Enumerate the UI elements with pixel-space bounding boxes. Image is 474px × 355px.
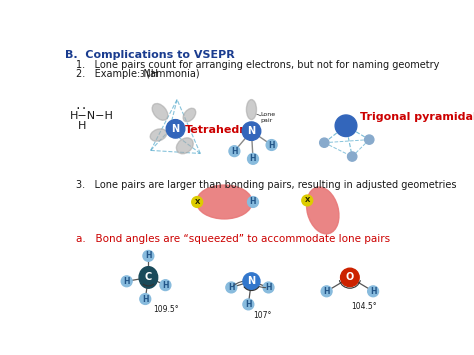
Circle shape: [226, 282, 237, 293]
Text: 109.5°: 109.5°: [153, 305, 179, 314]
Ellipse shape: [307, 187, 339, 234]
Circle shape: [302, 195, 313, 206]
Text: 3: 3: [140, 70, 145, 79]
Text: (ammonia): (ammonia): [143, 69, 200, 79]
Circle shape: [121, 276, 132, 287]
Ellipse shape: [176, 138, 193, 154]
Circle shape: [263, 282, 274, 293]
Ellipse shape: [139, 267, 158, 288]
Ellipse shape: [150, 129, 167, 141]
Ellipse shape: [183, 108, 196, 122]
Text: 107°: 107°: [253, 311, 272, 320]
Ellipse shape: [196, 185, 252, 219]
Text: 104.5°: 104.5°: [351, 302, 377, 311]
Text: N: N: [247, 126, 255, 136]
Circle shape: [321, 286, 332, 297]
Text: H: H: [231, 147, 237, 156]
Text: H: H: [323, 287, 330, 296]
Text: 3.   Lone pairs are larger than bonding pairs, resulting in adjusted geometries: 3. Lone pairs are larger than bonding pa…: [76, 180, 457, 190]
Text: H: H: [245, 300, 252, 309]
Circle shape: [160, 280, 171, 290]
Circle shape: [319, 138, 329, 147]
Circle shape: [192, 197, 202, 207]
Text: H: H: [250, 197, 256, 207]
Text: 1.   Lone pairs count for arranging electrons, but not for naming geometry: 1. Lone pairs count for arranging electr…: [76, 60, 440, 70]
Text: H: H: [123, 277, 130, 286]
Ellipse shape: [152, 104, 168, 120]
Text: H: H: [268, 141, 275, 149]
Text: X: X: [194, 199, 200, 205]
Text: H: H: [162, 281, 169, 290]
Text: 2.   Example: NH: 2. Example: NH: [76, 69, 158, 79]
Circle shape: [243, 273, 260, 290]
Text: N: N: [172, 124, 180, 134]
Ellipse shape: [246, 100, 256, 120]
Circle shape: [143, 251, 154, 261]
Text: B.  Complications to VSEPR: B. Complications to VSEPR: [65, 50, 235, 60]
Text: H: H: [228, 283, 235, 292]
Circle shape: [335, 115, 357, 137]
Circle shape: [243, 299, 254, 310]
Text: H: H: [142, 295, 148, 304]
Text: N: N: [247, 276, 255, 286]
Text: X: X: [305, 197, 310, 203]
Circle shape: [140, 294, 151, 304]
Circle shape: [341, 268, 359, 287]
Circle shape: [247, 153, 258, 164]
Circle shape: [368, 286, 379, 297]
Circle shape: [247, 197, 258, 207]
Text: C: C: [145, 272, 152, 283]
Text: H: H: [250, 154, 256, 163]
Text: H: H: [370, 287, 376, 296]
Text: Trigonal pyramidal: Trigonal pyramidal: [360, 112, 474, 122]
Circle shape: [347, 152, 357, 161]
Text: H: H: [78, 121, 86, 131]
Text: H: H: [265, 283, 272, 292]
Circle shape: [365, 135, 374, 144]
Text: ..: ..: [74, 101, 88, 111]
Text: a.   Bond angles are “squeezed” to accommodate lone pairs: a. Bond angles are “squeezed” to accommo…: [76, 234, 391, 244]
Text: Tetrahedral: Tetrahedral: [185, 125, 257, 135]
Text: O: O: [346, 272, 354, 283]
Circle shape: [229, 146, 240, 157]
Text: Lone
pair: Lone pair: [261, 112, 276, 123]
Circle shape: [266, 140, 277, 151]
Text: H−N−H: H−N−H: [70, 111, 114, 121]
Text: H: H: [145, 251, 152, 260]
Circle shape: [242, 122, 261, 140]
Circle shape: [166, 120, 185, 138]
